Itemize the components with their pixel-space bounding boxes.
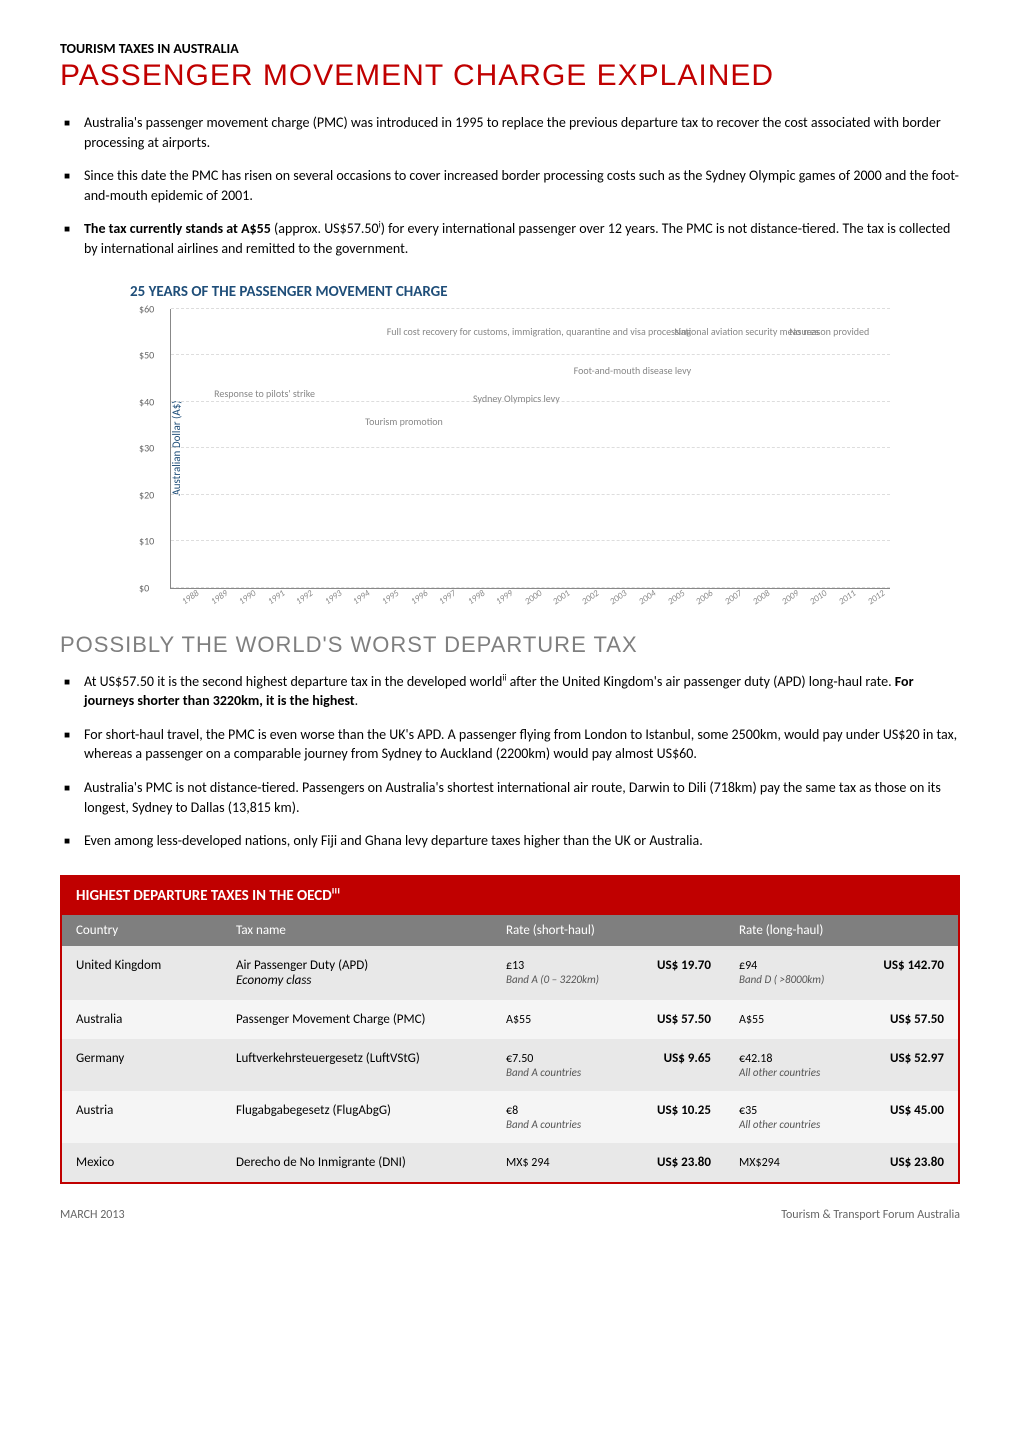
cell-taxname: Flugabgabegesetz (FlugAbgG): [222, 1091, 492, 1143]
intro-bullet: Australia's passenger movement charge (P…: [60, 113, 960, 152]
cell-shorthaul: A$55US$ 57.50: [492, 1000, 725, 1039]
cell-country: Australia: [62, 1000, 222, 1039]
footer: MARCH 2013 Tourism & Transport Forum Aus…: [60, 1208, 960, 1222]
x-tick: 1988: [176, 585, 204, 609]
x-tick: 2008: [748, 585, 776, 609]
section2-bullet: Australia's PMC is not distance-tiered. …: [60, 778, 960, 817]
y-tick: $30: [139, 442, 154, 455]
chart-annotation: Response to pilots' strike: [214, 387, 315, 400]
x-tick: 1998: [462, 585, 490, 609]
section-heading: POSSIBLY THE WORLD'S WORST DEPARTURE TAX: [60, 632, 960, 658]
cell-longhaul: €42.18All other countriesUS$ 52.97: [725, 1039, 958, 1091]
table-row: AustraliaPassenger Movement Charge (PMC)…: [62, 1000, 958, 1039]
cell-country: Mexico: [62, 1143, 222, 1182]
x-tick: 2011: [833, 585, 861, 609]
table-row: AustriaFlugabgabegesetz (FlugAbgG)€8Band…: [62, 1091, 958, 1143]
x-tick: 1996: [405, 585, 433, 609]
chart-title: 25 YEARS OF THE PASSENGER MOVEMENT CHARG…: [130, 283, 890, 301]
y-tick: $60: [139, 302, 154, 315]
x-tick: 1992: [291, 585, 319, 609]
hdr-country: Country: [62, 915, 222, 946]
x-tick: 1994: [348, 585, 376, 609]
doc-subtitle: TOURISM TAXES IN AUSTRALIA: [60, 40, 960, 57]
y-tick: $50: [139, 349, 154, 362]
cell-longhaul: €35All other countriesUS$ 45.00: [725, 1091, 958, 1143]
y-tick: $0: [139, 581, 149, 594]
x-tick: 1991: [262, 585, 290, 609]
cell-taxname: Derecho de No Inmigrante (DNI): [222, 1143, 492, 1182]
y-tick: $10: [139, 535, 154, 548]
x-axis: 1988198919901991199219931994199519961997…: [170, 589, 890, 604]
cell-shorthaul: £13Band A (0 – 3220km)US$ 19.70: [492, 946, 725, 1000]
hdr-taxname: Tax name: [222, 915, 492, 946]
hdr-shorthaul: Rate (short-haul): [492, 915, 725, 946]
x-tick: 2002: [576, 585, 604, 609]
section2-bullet: At US$57.50 it is the second highest dep…: [60, 672, 960, 711]
x-tick: 2003: [605, 585, 633, 609]
table-row: United KingdomAir Passenger Duty (APD)Ec…: [62, 946, 958, 1000]
chart-annotation: Sydney Olympics levy: [473, 392, 560, 405]
footer-org: Tourism & Transport Forum Australia: [781, 1208, 960, 1222]
intro-bullet: The tax currently stands at A$55 (approx…: [60, 219, 960, 258]
chart-container: 25 YEARS OF THE PASSENGER MOVEMENT CHARG…: [130, 283, 890, 604]
cell-longhaul: £94Band D ( >8000km)US$ 142.70: [725, 946, 958, 1000]
x-tick: 2000: [519, 585, 547, 609]
x-tick: 2005: [662, 585, 690, 609]
pmc-chart: Australian Dollar (A$) $0$10$20$30$40$50…: [170, 309, 890, 589]
hdr-longhaul: Rate (long-haul): [725, 915, 958, 946]
table-row: GermanyLuftverkehrsteuergesetz (LuftVStG…: [62, 1039, 958, 1091]
x-tick: 2010: [805, 585, 833, 609]
x-tick: 2004: [633, 585, 661, 609]
section2-bullets: At US$57.50 it is the second highest dep…: [60, 672, 960, 851]
intro-bullets: Australia's passenger movement charge (P…: [60, 113, 960, 259]
cell-country: Germany: [62, 1039, 222, 1091]
cell-shorthaul: €8Band A countriesUS$ 10.25: [492, 1091, 725, 1143]
x-tick: 2007: [719, 585, 747, 609]
chart-annotation: No reason provided: [789, 325, 869, 338]
cell-shorthaul: MX$ 294US$ 23.80: [492, 1143, 725, 1182]
x-tick: 1997: [433, 585, 461, 609]
chart-annotation: Tourism promotion: [365, 415, 443, 428]
x-tick: 2009: [776, 585, 804, 609]
x-tick: 1999: [491, 585, 519, 609]
chart-annotation: Foot-and-mouth disease levy: [574, 364, 692, 377]
cell-longhaul: MX$294US$ 23.80: [725, 1143, 958, 1182]
x-tick: 1995: [376, 585, 404, 609]
y-tick: $20: [139, 488, 154, 501]
x-tick: 2001: [548, 585, 576, 609]
table-title: HIGHEST DEPARTURE TAXES IN THE OECDⁱⁱⁱ: [62, 877, 958, 915]
cell-longhaul: A$55US$ 57.50: [725, 1000, 958, 1039]
section2-bullet: For short-haul travel, the PMC is even w…: [60, 725, 960, 764]
cell-taxname: Passenger Movement Charge (PMC): [222, 1000, 492, 1039]
cell-taxname: Air Passenger Duty (APD)Economy class: [222, 946, 492, 1000]
x-tick: 1989: [205, 585, 233, 609]
doc-title: PASSENGER MOVEMENT CHARGE EXPLAINED: [60, 59, 960, 93]
cell-country: United Kingdom: [62, 946, 222, 1000]
x-tick: 1990: [234, 585, 262, 609]
section2-bullet: Even among less-developed nations, only …: [60, 831, 960, 851]
departure-tax-table: HIGHEST DEPARTURE TAXES IN THE OECDⁱⁱⁱ C…: [60, 875, 960, 1184]
cell-shorthaul: €7.50Band A countriesUS$ 9.65: [492, 1039, 725, 1091]
table-header-row: Country Tax name Rate (short-haul) Rate …: [62, 915, 958, 946]
x-tick: 1993: [319, 585, 347, 609]
intro-bullet: Since this date the PMC has risen on sev…: [60, 166, 960, 205]
y-tick: $40: [139, 395, 154, 408]
chart-annotation: Full cost recovery for customs, immigrat…: [387, 325, 691, 338]
x-tick: 2012: [862, 585, 890, 609]
footer-date: MARCH 2013: [60, 1208, 125, 1222]
table-row: MexicoDerecho de No Inmigrante (DNI)MX$ …: [62, 1143, 958, 1182]
cell-country: Austria: [62, 1091, 222, 1143]
cell-taxname: Luftverkehrsteuergesetz (LuftVStG): [222, 1039, 492, 1091]
x-tick: 2006: [691, 585, 719, 609]
